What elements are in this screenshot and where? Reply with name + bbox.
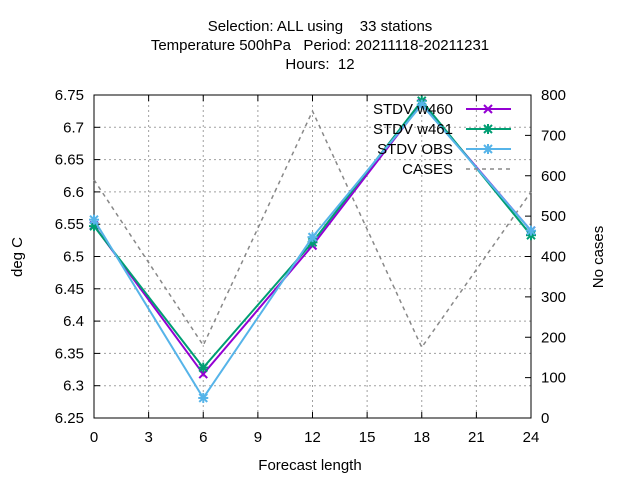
legend-label: CASES: [402, 161, 453, 178]
x-tick-label: 18: [413, 429, 430, 446]
y-tick-label: 6.45: [55, 281, 84, 298]
y-tick-label: 6.65: [55, 152, 84, 169]
y2-axis-label: No cases: [590, 226, 607, 289]
series-2: [89, 99, 536, 403]
x-tick-label: 9: [254, 429, 262, 446]
y2-tick-label: 500: [541, 208, 566, 225]
x-tick-label: 24: [523, 429, 540, 446]
legend-entry-2: STDV OBS: [377, 141, 511, 158]
y2-tick-label: 700: [541, 127, 566, 144]
axes: 0 3 6 9 12 15 18 21 24 6.25 6.3 6.35 6.4 6.45 6.5 6.55 6…: [55, 87, 566, 446]
legend-entry-3: CASES: [402, 161, 511, 178]
y2-tick-label: 0: [541, 410, 549, 427]
series-line: [93, 109, 532, 349]
y-tick-label: 6.5: [63, 249, 84, 266]
y2-tick-label: 800: [541, 87, 566, 104]
y-tick-label: 6.4: [63, 313, 84, 330]
chart-title-line-2: Temperature 500hPa Period: 20211118-2021…: [150, 37, 490, 54]
x-tick-label: 3: [144, 429, 152, 446]
y2-tick-label: 100: [541, 370, 566, 387]
y-tick-label: 6.7: [63, 119, 84, 136]
legend-label: STDV w461: [373, 121, 453, 138]
x-tick-label: 0: [90, 429, 98, 446]
series-3: [93, 109, 532, 349]
x-tick-label: 21: [468, 429, 485, 446]
y-tick-label: 6.6: [63, 184, 84, 201]
legend-marker: [483, 104, 493, 114]
x-tick-label: 12: [304, 429, 321, 446]
y-tick-label: 6.55: [55, 216, 84, 233]
y-tick-label: 6.35: [55, 345, 84, 362]
x-tick-label: 6: [199, 429, 207, 446]
chart-title-line-1: Selection: ALL using 33 stations: [207, 18, 433, 35]
y2-tick-label: 600: [541, 168, 566, 185]
y-axis-label: deg C: [9, 237, 26, 277]
x-axis-label: Forecast length: [258, 457, 361, 474]
y-tick-label: 6.3: [63, 378, 84, 395]
y2-tick-label: 400: [541, 249, 566, 266]
x-tick-label: 15: [359, 429, 376, 446]
legend-entry-0: STDV w460: [373, 101, 511, 118]
y-tick-label: 6.75: [55, 87, 84, 104]
y2-tick-label: 200: [541, 329, 566, 346]
series: [89, 95, 536, 403]
y2-tick-label: 300: [541, 289, 566, 306]
legend-label: STDV w460: [373, 101, 453, 118]
y-tick-label: 6.25: [55, 410, 84, 427]
legend-label: STDV OBS: [377, 141, 453, 158]
legend-entry-1: STDV w461: [373, 121, 511, 138]
chart-title-line-3: Hours: 12: [285, 56, 355, 73]
legend: STDV w460 STDV w461 STDV OBS CASES: [373, 101, 511, 178]
grid: [94, 95, 531, 418]
